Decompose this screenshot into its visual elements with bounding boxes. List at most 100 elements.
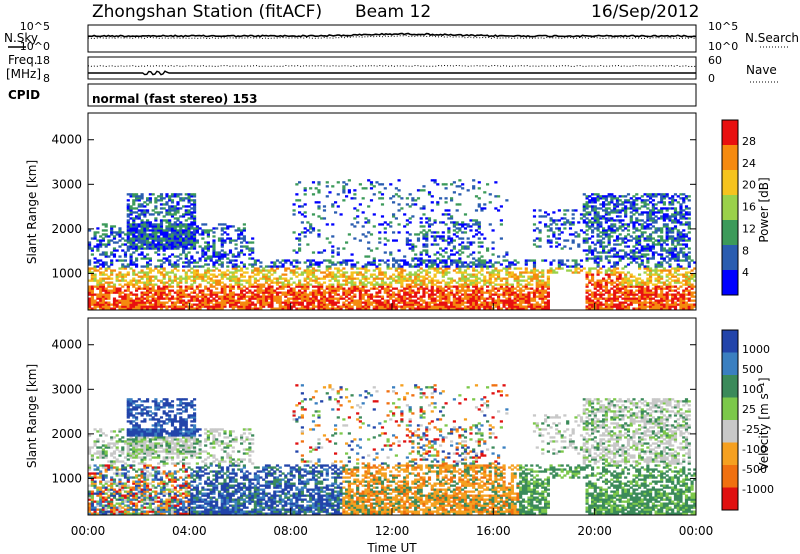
power-cell	[215, 251, 219, 254]
power-cell	[654, 227, 658, 230]
power-cell	[477, 261, 481, 264]
power-cell	[96, 247, 100, 250]
power-cell	[626, 293, 631, 296]
power-cell	[151, 213, 155, 216]
power-cell	[408, 243, 412, 246]
power-cell	[604, 217, 608, 220]
power-cell	[328, 303, 332, 306]
power-cell	[140, 305, 144, 308]
power-cell	[546, 239, 550, 242]
power-cell	[159, 265, 164, 268]
power-cell	[624, 297, 628, 300]
power-cell	[358, 287, 362, 290]
power-cell	[204, 287, 208, 290]
power-cell	[447, 217, 451, 220]
power-cell	[292, 269, 296, 272]
power-cell	[135, 295, 139, 298]
power-cell	[499, 269, 503, 272]
power-cell	[212, 247, 216, 250]
power-cell	[278, 281, 282, 284]
power-cell	[170, 285, 175, 288]
power-cell	[461, 261, 465, 264]
power-cell	[643, 271, 647, 274]
power-cell	[433, 219, 437, 222]
power-cell	[165, 243, 169, 246]
power-cell	[433, 237, 437, 240]
power-cell	[535, 307, 539, 310]
power-cell	[320, 283, 324, 286]
power-cell	[593, 303, 597, 306]
power-cell	[123, 305, 128, 308]
power-cell	[336, 253, 340, 256]
power-cell	[392, 287, 396, 290]
power-cell	[220, 227, 224, 230]
power-cell	[273, 281, 277, 284]
power-cell	[635, 217, 639, 220]
power-cell	[472, 257, 476, 260]
power-cell	[607, 237, 611, 240]
power-cell	[621, 277, 625, 280]
power-cell	[439, 267, 443, 270]
power-cell	[104, 295, 108, 298]
power-cell	[240, 287, 244, 290]
power-cell	[591, 193, 595, 196]
power-cell	[148, 287, 152, 290]
power-cell	[494, 283, 498, 286]
power-cell	[405, 239, 409, 242]
power-cells	[88, 179, 697, 310]
power-cell	[173, 227, 177, 230]
power-cell	[588, 195, 592, 198]
power-cell	[165, 235, 169, 238]
power-cell	[157, 293, 161, 296]
power-cell	[607, 219, 611, 222]
power-cell	[295, 285, 299, 288]
power-cell	[234, 281, 238, 284]
power-cell	[419, 225, 423, 228]
power-cell	[646, 211, 650, 214]
power-cell	[88, 261, 92, 264]
power-cell	[165, 273, 169, 276]
power-cell	[99, 281, 103, 284]
power-cell	[132, 231, 136, 234]
power-cell	[425, 245, 429, 248]
power-cell	[624, 299, 628, 302]
power-cell	[560, 261, 564, 264]
power-cell	[632, 245, 636, 248]
power-cell	[629, 275, 633, 278]
power-cell	[430, 289, 434, 292]
power-cell	[582, 237, 586, 240]
power-cell	[159, 229, 164, 232]
power-cell	[455, 305, 459, 308]
power-cell	[151, 223, 155, 226]
power-cell	[336, 269, 340, 272]
power-cell	[336, 301, 340, 304]
power-cell	[447, 257, 451, 260]
power-cell	[140, 239, 144, 242]
power-cell	[132, 283, 136, 286]
power-cell	[212, 269, 216, 272]
power-cell	[474, 233, 479, 236]
power-cell	[347, 275, 351, 278]
power-cell	[101, 223, 105, 226]
power-cell	[104, 229, 108, 232]
power-cell	[607, 275, 611, 278]
power-cell	[356, 267, 360, 270]
power-cell	[251, 263, 255, 266]
power-cell	[240, 275, 244, 278]
power-cell	[397, 295, 401, 298]
power-cell	[497, 303, 501, 306]
power-cell	[170, 205, 175, 208]
power-cell	[638, 283, 642, 286]
power-cell	[190, 307, 194, 310]
power-cell	[610, 297, 614, 300]
power-cell	[422, 307, 426, 310]
power-cell	[643, 305, 647, 308]
power-cell	[602, 209, 606, 212]
power-cell	[403, 299, 407, 302]
power-cell	[121, 249, 125, 252]
power-cell	[649, 295, 653, 298]
power-cell	[657, 295, 661, 298]
power-cell	[582, 239, 586, 242]
power-cell	[101, 299, 105, 302]
power-cell	[524, 293, 528, 296]
